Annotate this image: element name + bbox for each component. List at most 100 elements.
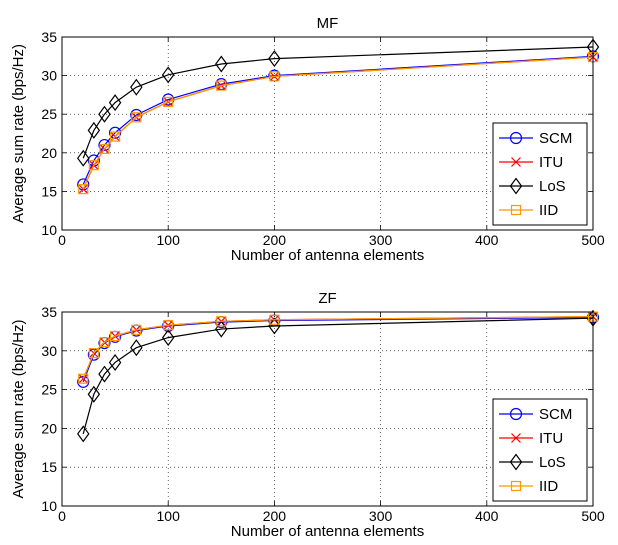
x-tick-label: 100 [157, 508, 181, 524]
legend-item-los: LoS [499, 453, 566, 471]
legend-marker-iid [510, 480, 522, 492]
data-point-los [130, 339, 143, 357]
series-line-los [82, 46, 594, 159]
x-tick-label: 400 [475, 232, 499, 248]
data-point-iid [109, 330, 121, 342]
y-tick-label: 15 [41, 183, 57, 199]
data-point-scm [108, 126, 122, 139]
data-point-los [215, 320, 228, 338]
legend-label: ITU [539, 154, 563, 171]
legend-marker-los [509, 177, 523, 195]
legend-box [492, 122, 588, 226]
y-tick-label: 10 [41, 498, 57, 514]
y-tick-label: 20 [41, 145, 57, 161]
legend-item-iid: IID [499, 478, 558, 495]
data-point-los [130, 78, 143, 96]
x-tick-label: 0 [58, 232, 66, 248]
data-point-iid [131, 112, 142, 123]
chart-title: MF [317, 15, 339, 32]
data-point-iid [216, 316, 227, 327]
legend-marker-iid [510, 204, 522, 216]
data-point-los [98, 365, 111, 383]
x-tick-label: 300 [369, 232, 393, 248]
axes-box [61, 311, 594, 507]
series-line-iid [82, 316, 594, 379]
y-tick-label: 15 [41, 459, 57, 475]
data-point-iid [99, 143, 110, 155]
data-point-los [76, 425, 90, 443]
legend-label: LoS [539, 454, 566, 471]
legend-label: SCM [539, 130, 572, 147]
data-point-scm [77, 178, 90, 191]
series-line-scm [82, 55, 594, 185]
data-point-iid [78, 183, 89, 195]
legend-item-itu: ITU [499, 154, 563, 171]
series-los [76, 309, 600, 443]
x-axis-label: Number of antenna elements [231, 523, 424, 540]
legend-item-scm: SCM [499, 130, 572, 147]
data-point-iid [216, 80, 227, 91]
series-iid [78, 51, 599, 195]
legend-item-itu: ITU [499, 430, 563, 447]
y-tick-label: 35 [41, 304, 57, 320]
legend-box [492, 398, 588, 502]
data-point-iid [163, 96, 174, 107]
data-point-scm [162, 93, 175, 106]
data-point-los [161, 66, 175, 84]
data-point-los [87, 121, 101, 139]
x-axis-label: Number of antenna elements [231, 247, 424, 264]
data-point-iid [269, 71, 280, 82]
x-tick-label: 200 [263, 508, 287, 524]
legend-label: LoS [539, 178, 566, 195]
y-tick-label: 30 [41, 343, 57, 359]
x-tick-label: 500 [581, 508, 605, 524]
legend-item-iid: IID [499, 202, 558, 219]
legend-label: IID [539, 478, 558, 495]
x-tick-label: 400 [475, 508, 499, 524]
data-point-iid [131, 324, 142, 335]
x-tick-label: 300 [369, 508, 393, 524]
data-point-los [87, 385, 101, 403]
data-point-iid [163, 320, 174, 331]
data-point-iid [109, 131, 121, 142]
y-tick-label: 35 [41, 29, 57, 45]
series-iid [78, 311, 599, 384]
legend-label: IID [539, 202, 558, 219]
zf-chart-panel: 0 100 200 300 400 500 10 15 20 25 30 35 ZF Number of … [10, 290, 605, 540]
legend-marker-itu-stroke-b [511, 157, 521, 167]
mf-chart-panel: 0 100 200 300 400 500 10 15 20 25 30 35 MF Number of … [10, 15, 605, 264]
data-point-los [108, 94, 122, 112]
data-point-los [98, 105, 111, 123]
axes-box [61, 36, 594, 231]
legend: SCM ITU LoS IID [492, 398, 588, 502]
y-tick-label: 20 [41, 420, 57, 436]
series-los [76, 38, 600, 167]
y-tick-label: 10 [41, 222, 57, 238]
legend-marker-los [509, 453, 523, 471]
y-tick-label: 30 [41, 68, 57, 84]
legend-label: ITU [539, 430, 563, 447]
x-tick-label: 500 [581, 232, 605, 248]
data-point-iid [78, 373, 89, 384]
legend-item-scm: SCM [499, 406, 572, 423]
chart-title: ZF [318, 290, 336, 307]
legend-marker-scm [509, 407, 523, 421]
data-point-iid [88, 160, 99, 171]
data-point-scm [77, 375, 90, 388]
legend-item-los: LoS [499, 177, 566, 195]
series-line-iid [82, 56, 594, 190]
legend: SCM ITU LoS IID [492, 122, 588, 226]
y-axis-label: Average sum rate (bps/Hz) [10, 44, 27, 223]
data-point-los [108, 353, 122, 371]
data-point-iid [88, 348, 99, 359]
data-point-iid [269, 314, 280, 325]
y-axis-label: Average sum rate (bps/Hz) [10, 320, 27, 499]
legend-marker-itu [511, 433, 521, 443]
data-point-scm [98, 138, 111, 152]
legend-label: SCM [539, 406, 572, 423]
legend-marker-itu-stroke-b [511, 433, 521, 443]
y-tick-label: 25 [41, 106, 57, 122]
legend-marker-itu [511, 157, 521, 167]
data-point-los [268, 50, 281, 68]
